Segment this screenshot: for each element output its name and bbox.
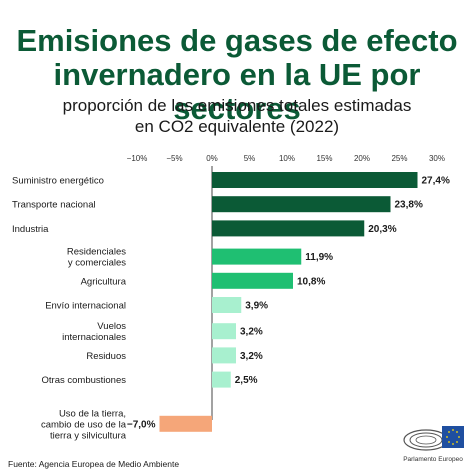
x-tick-label: −5% (166, 154, 182, 163)
x-tick-label: 10% (279, 154, 295, 163)
category-label: internacionales (62, 332, 126, 343)
data-label: 2,5% (235, 375, 258, 386)
parliament-logo: Parlamento Europeo (398, 418, 468, 468)
european-parliament-logo-icon (403, 426, 464, 451)
category-label: Vuelos (97, 321, 126, 332)
data-label: 23,8% (395, 200, 423, 211)
category-label: tierra y silvicultura (50, 430, 127, 441)
data-label: −7,0% (127, 419, 156, 430)
logo-text: Parlamento Europeo (403, 456, 463, 463)
bar (212, 272, 293, 289)
data-label: 3,2% (240, 351, 263, 362)
bar (212, 347, 236, 364)
category-label: Residuos (86, 351, 126, 362)
x-tick-label: 30% (429, 154, 445, 163)
category-label: y comerciales (68, 258, 126, 269)
category-label: Envío internacional (45, 301, 126, 312)
category-label: Uso de la tierra, (59, 408, 126, 419)
data-label: 11,9% (305, 252, 333, 263)
bar (212, 297, 242, 313)
bar (212, 172, 418, 188)
subtitle-line-1: proporción de las emisiones totales esti… (62, 96, 412, 115)
x-tick-label: −10% (127, 154, 148, 163)
data-label: 27,4% (422, 176, 450, 187)
x-tick-label: 5% (244, 154, 256, 163)
data-label: 10,8% (297, 276, 325, 287)
category-label: Residenciales (67, 247, 126, 258)
x-tick-label: 15% (316, 154, 332, 163)
bar (212, 196, 391, 213)
chart-title: Emisiones de gases de efecto invernadero… (0, 24, 474, 126)
chart-subtitle: proporción de las emisiones totales esti… (0, 95, 474, 137)
x-tick-label: 25% (391, 154, 407, 163)
bar (212, 220, 365, 237)
bar (212, 371, 231, 388)
subtitle-line-2: en CO2 equivalente (2022) (134, 117, 340, 136)
bar (212, 323, 236, 340)
category-label: Otras combustiones (42, 375, 127, 386)
data-label: 3,9% (245, 301, 268, 312)
chart-title-text: Emisiones de gases de efecto invernadero… (16, 23, 458, 126)
x-tick-label: 20% (354, 154, 370, 163)
source-note: Fuente: Agencia Europea de Medio Ambient… (8, 459, 180, 469)
data-label: 20,3% (368, 224, 396, 235)
category-label: cambio de uso de la (41, 419, 127, 430)
x-tick-label: 0% (206, 154, 218, 163)
category-label: Transporte nacional (12, 200, 96, 211)
category-label: Suministro energético (12, 176, 104, 187)
category-label: Agricultura (81, 276, 127, 287)
category-label: Industria (12, 224, 49, 235)
bar (159, 415, 212, 432)
data-label: 3,2% (240, 327, 263, 338)
bar (212, 248, 302, 265)
